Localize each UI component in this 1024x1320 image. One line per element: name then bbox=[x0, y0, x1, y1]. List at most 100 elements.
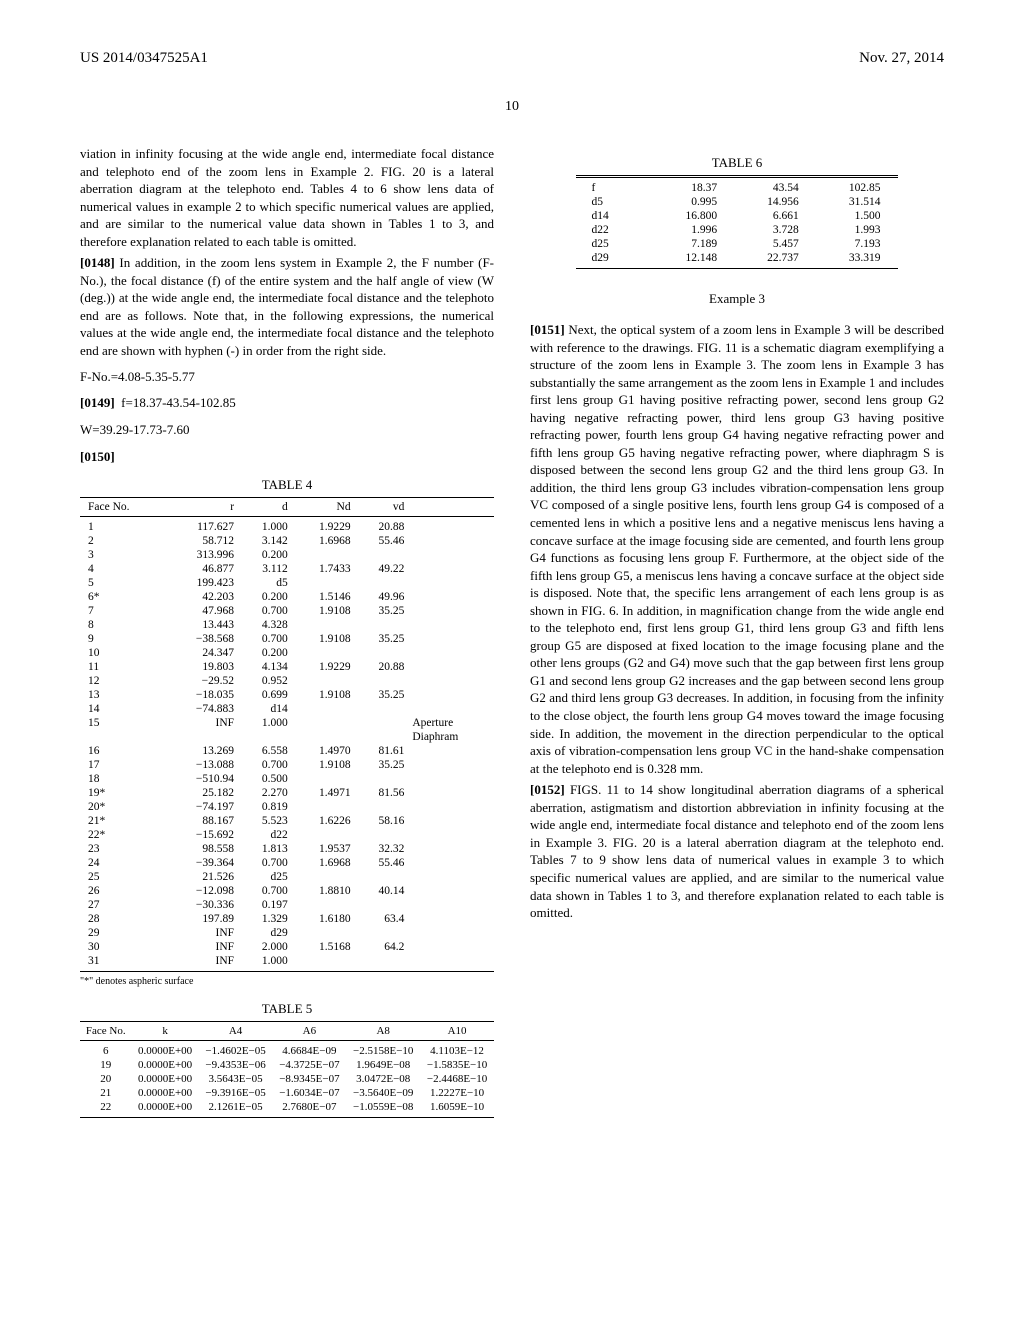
para-0148: [0148] In addition, in the zoom lens sys… bbox=[80, 254, 494, 359]
table-6: f18.3743.54102.85d50.99514.95631.514d141… bbox=[576, 175, 899, 269]
table-cell bbox=[355, 674, 409, 688]
table-row: 813.4434.328 bbox=[80, 618, 494, 632]
table-row: 5199.423d5 bbox=[80, 576, 494, 590]
table-cell: −15.692 bbox=[165, 828, 238, 842]
table-cell: 1.993 bbox=[817, 223, 899, 237]
table-cell: 1 bbox=[80, 516, 165, 534]
table-cell: −510.94 bbox=[165, 772, 238, 786]
table-cell: 0.0000E+00 bbox=[132, 1058, 199, 1072]
table-cell: 3.112 bbox=[238, 562, 292, 576]
table-cell: 19* bbox=[80, 786, 165, 800]
table-cell: 20* bbox=[80, 800, 165, 814]
table-cell: 21.526 bbox=[165, 870, 238, 884]
table-cell: −1.4602E−05 bbox=[199, 1040, 273, 1058]
table-cell: 1.9108 bbox=[292, 632, 355, 646]
table-cell: 199.423 bbox=[165, 576, 238, 590]
table-cell bbox=[408, 618, 494, 632]
table-cell: 24.347 bbox=[165, 646, 238, 660]
table-cell: 3.0472E−08 bbox=[346, 1072, 420, 1086]
table-cell bbox=[292, 646, 355, 660]
table-cell bbox=[292, 548, 355, 562]
table-cell: −3.5640E−09 bbox=[346, 1086, 420, 1100]
table-cell bbox=[408, 590, 494, 604]
table-cell bbox=[165, 730, 238, 744]
para-continued: viation in infinity focusing at the wide… bbox=[80, 145, 494, 250]
table-cell: 22* bbox=[80, 828, 165, 842]
table-cell: 1.9649E−08 bbox=[346, 1058, 420, 1072]
table-cell bbox=[408, 744, 494, 758]
table-cell bbox=[408, 898, 494, 912]
table-row: 28197.891.3291.618063.4 bbox=[80, 912, 494, 926]
table-row: 220.0000E+002.1261E−052.7680E−07−1.0559E… bbox=[80, 1100, 494, 1118]
table-cell: 10 bbox=[80, 646, 165, 660]
table-cell bbox=[355, 772, 409, 786]
table-cell: 14.956 bbox=[735, 195, 817, 209]
table-cell: d22 bbox=[576, 223, 654, 237]
table-cell: 18 bbox=[80, 772, 165, 786]
table-cell: 30 bbox=[80, 940, 165, 954]
table-cell: 0.700 bbox=[238, 758, 292, 772]
table-cell: 15 bbox=[80, 716, 165, 730]
table-cell bbox=[408, 758, 494, 772]
table-cell: 19.803 bbox=[165, 660, 238, 674]
table-row: 18−510.940.500 bbox=[80, 772, 494, 786]
table-cell: 42.203 bbox=[165, 590, 238, 604]
table-row: 1613.2696.5581.497081.61 bbox=[80, 744, 494, 758]
table-cell: 4.134 bbox=[238, 660, 292, 674]
table-cell: 0.819 bbox=[238, 800, 292, 814]
table-cell: 1.9108 bbox=[292, 604, 355, 618]
table-cell bbox=[408, 632, 494, 646]
table-cell: 16 bbox=[80, 744, 165, 758]
table-cell: 1.000 bbox=[238, 716, 292, 730]
table-cell bbox=[408, 646, 494, 660]
table-cell: 14 bbox=[80, 702, 165, 716]
example-3-heading: Example 3 bbox=[530, 291, 944, 307]
table-cell: INF bbox=[165, 940, 238, 954]
table-cell bbox=[408, 828, 494, 842]
table-cell: −8.9345E−07 bbox=[272, 1072, 346, 1086]
table-cell: f bbox=[576, 178, 654, 196]
table-cell: 29 bbox=[80, 926, 165, 940]
table-row: 15INF1.000Aperture bbox=[80, 716, 494, 730]
table-cell: 1.4970 bbox=[292, 744, 355, 758]
table-cell: 58.712 bbox=[165, 534, 238, 548]
para-0151-num: [0151] bbox=[530, 322, 565, 337]
table-cell: 0.200 bbox=[238, 646, 292, 660]
t4-h6 bbox=[408, 497, 494, 516]
table-cell: 31 bbox=[80, 954, 165, 972]
table-cell: 3.142 bbox=[238, 534, 292, 548]
table-cell: 1.6968 bbox=[292, 534, 355, 548]
para-0150-num: [0150] bbox=[80, 449, 115, 464]
table-row: 190.0000E+00−9.4353E−06−4.3725E−071.9649… bbox=[80, 1058, 494, 1072]
table-cell bbox=[408, 660, 494, 674]
table-cell: −13.088 bbox=[165, 758, 238, 772]
table-cell: 6.558 bbox=[238, 744, 292, 758]
table-cell: 7 bbox=[80, 604, 165, 618]
table-cell: 0.197 bbox=[238, 898, 292, 912]
table-row: 24−39.3640.7001.696855.46 bbox=[80, 856, 494, 870]
table-cell: 27 bbox=[80, 898, 165, 912]
table-cell: 49.22 bbox=[355, 562, 409, 576]
table-row: 6*42.2030.2001.514649.96 bbox=[80, 590, 494, 604]
table-cell: 40.14 bbox=[355, 884, 409, 898]
table-cell bbox=[408, 912, 494, 926]
table-cell: 0.200 bbox=[238, 548, 292, 562]
table-cell: 58.16 bbox=[355, 814, 409, 828]
table-cell: 2.1261E−05 bbox=[199, 1100, 273, 1118]
table-5-title: TABLE 5 bbox=[80, 1001, 494, 1017]
table-cell: 33.319 bbox=[817, 251, 899, 269]
table-cell: 0.699 bbox=[238, 688, 292, 702]
table-cell bbox=[408, 548, 494, 562]
table-cell: 1.6059E−10 bbox=[420, 1100, 494, 1118]
table-cell: 5.457 bbox=[735, 237, 817, 251]
table-cell: 81.61 bbox=[355, 744, 409, 758]
table-cell: −74.197 bbox=[165, 800, 238, 814]
table-row: 31INF1.000 bbox=[80, 954, 494, 972]
table-cell: 197.89 bbox=[165, 912, 238, 926]
table-cell: 2.000 bbox=[238, 940, 292, 954]
fno-line: F-No.=4.08-5.35-5.77 bbox=[80, 368, 494, 387]
table-cell bbox=[408, 800, 494, 814]
table-cell: 0.0000E+00 bbox=[132, 1100, 199, 1118]
table-row: 30INF2.0001.516864.2 bbox=[80, 940, 494, 954]
table-cell: d14 bbox=[238, 702, 292, 716]
